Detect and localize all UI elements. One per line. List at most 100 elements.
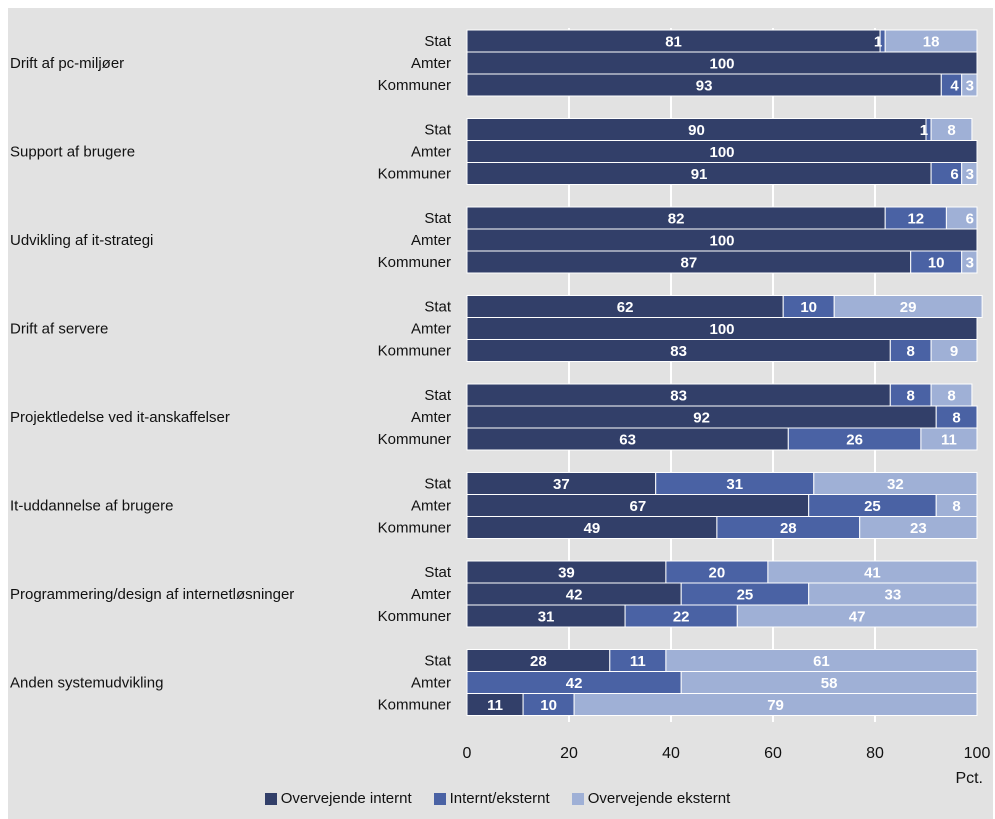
x-tick-label: 60	[764, 745, 782, 762]
sub-category-label: Amter	[411, 321, 451, 338]
data-label: 26	[846, 432, 863, 449]
data-label: 61	[813, 653, 830, 670]
data-label: 92	[693, 410, 710, 427]
category-label: It-uddannelse af brugere	[10, 498, 173, 515]
data-label: 4	[950, 78, 959, 95]
sub-category-label: Stat	[424, 299, 452, 316]
sub-category-label: Stat	[424, 33, 452, 50]
data-label: 29	[900, 299, 917, 316]
bar-segment	[961, 73, 978, 97]
legend-item: Overvejende eksternt	[571, 790, 731, 807]
category-label: Projektledelse ved it-anskaffelser	[10, 409, 230, 426]
category-label: Drift af servere	[10, 321, 108, 338]
data-label: 83	[670, 388, 687, 405]
data-label: 100	[709, 321, 734, 338]
data-label: 33	[885, 587, 902, 604]
category-label: Support af brugere	[10, 144, 135, 161]
category-label: Udvikling af it-strategi	[10, 232, 153, 249]
data-label: 20	[709, 565, 726, 582]
sub-category-label: Kommuner	[378, 697, 451, 714]
legend-item: Overvejende internt	[264, 790, 412, 807]
data-label: 93	[696, 78, 713, 95]
data-label: 1	[874, 34, 882, 51]
data-label: 6	[950, 166, 958, 183]
data-label: 10	[928, 255, 945, 272]
data-label: 8	[952, 498, 960, 515]
bar-segment	[573, 693, 978, 716]
data-label: 28	[530, 653, 547, 670]
data-label: 25	[864, 498, 881, 515]
data-label: 6	[966, 211, 974, 228]
legend-label: Overvejende eksternt	[587, 790, 731, 807]
data-label: 11	[487, 697, 503, 714]
data-label: 18	[923, 34, 940, 51]
data-label: 91	[691, 166, 708, 183]
data-label: 23	[910, 520, 927, 537]
data-label: 47	[849, 609, 866, 626]
data-label: 8	[952, 410, 960, 427]
sub-category-label: Amter	[411, 144, 451, 161]
bar-segment	[961, 162, 978, 185]
sub-category-label: Amter	[411, 232, 451, 249]
sub-category-label: Stat	[424, 476, 452, 493]
sub-category-label: Stat	[424, 564, 452, 581]
bar-segment	[930, 339, 978, 362]
data-label: 90	[688, 122, 705, 139]
data-label: 10	[540, 697, 557, 714]
legend-swatch	[433, 792, 446, 805]
data-label: 87	[681, 255, 698, 272]
sub-category-label: Amter	[411, 55, 451, 72]
sub-category-label: Kommuner	[378, 343, 451, 360]
sub-category-label: Kommuner	[378, 254, 451, 271]
data-label: 3	[966, 255, 974, 272]
data-label: 81	[665, 34, 682, 51]
category-label: Programmering/design af internetløsninge…	[10, 586, 294, 603]
data-label: 3	[966, 166, 974, 183]
sub-category-label: Amter	[411, 409, 451, 426]
data-label: 32	[887, 476, 904, 493]
x-tick-label: 100	[964, 745, 991, 762]
legend-item: Internt/eksternt	[433, 790, 550, 807]
legend-label: Internt/eksternt	[449, 790, 550, 807]
data-label: 8	[947, 388, 955, 405]
data-label: 3	[966, 78, 974, 95]
sub-category-label: Kommuner	[378, 431, 451, 448]
data-label: 83	[670, 343, 687, 360]
x-tick-label: 80	[866, 745, 884, 762]
data-label: 31	[538, 609, 555, 626]
bar-segment	[859, 516, 978, 539]
legend-label: Overvejende internt	[280, 790, 412, 807]
legend-swatch	[264, 792, 277, 805]
data-label: 100	[709, 233, 734, 250]
legend-swatch	[571, 792, 584, 805]
data-label: 100	[709, 144, 734, 161]
data-label: 82	[668, 211, 685, 228]
legend: Overvejende internt Internt/eksternt Overv…	[0, 790, 995, 807]
sub-category-label: Stat	[424, 210, 452, 227]
data-label: 31	[726, 476, 743, 493]
data-label: 25	[737, 587, 754, 604]
data-label: 42	[566, 675, 583, 692]
data-label: 49	[584, 520, 601, 537]
data-label: 11	[941, 432, 957, 449]
data-label: 39	[558, 565, 575, 582]
x-tick-label: 0	[463, 745, 472, 762]
sub-category-label: Amter	[411, 498, 451, 515]
category-label: Drift af pc-miljøer	[10, 55, 124, 72]
data-label: 8	[947, 122, 955, 139]
x-axis-unit: Pct.	[955, 770, 983, 787]
data-label: 58	[821, 675, 838, 692]
data-label: 11	[630, 653, 646, 670]
data-label: 79	[767, 697, 784, 714]
bar-segment	[920, 427, 978, 451]
sub-category-label: Stat	[424, 122, 452, 139]
data-label: 10	[800, 299, 817, 316]
data-label: 42	[566, 587, 583, 604]
data-label: 9	[950, 343, 958, 360]
bar-segment	[736, 604, 978, 628]
data-label: 63	[619, 432, 636, 449]
sub-category-label: Kommuner	[378, 166, 451, 183]
data-label: 100	[709, 56, 734, 73]
data-label: 41	[864, 565, 881, 582]
